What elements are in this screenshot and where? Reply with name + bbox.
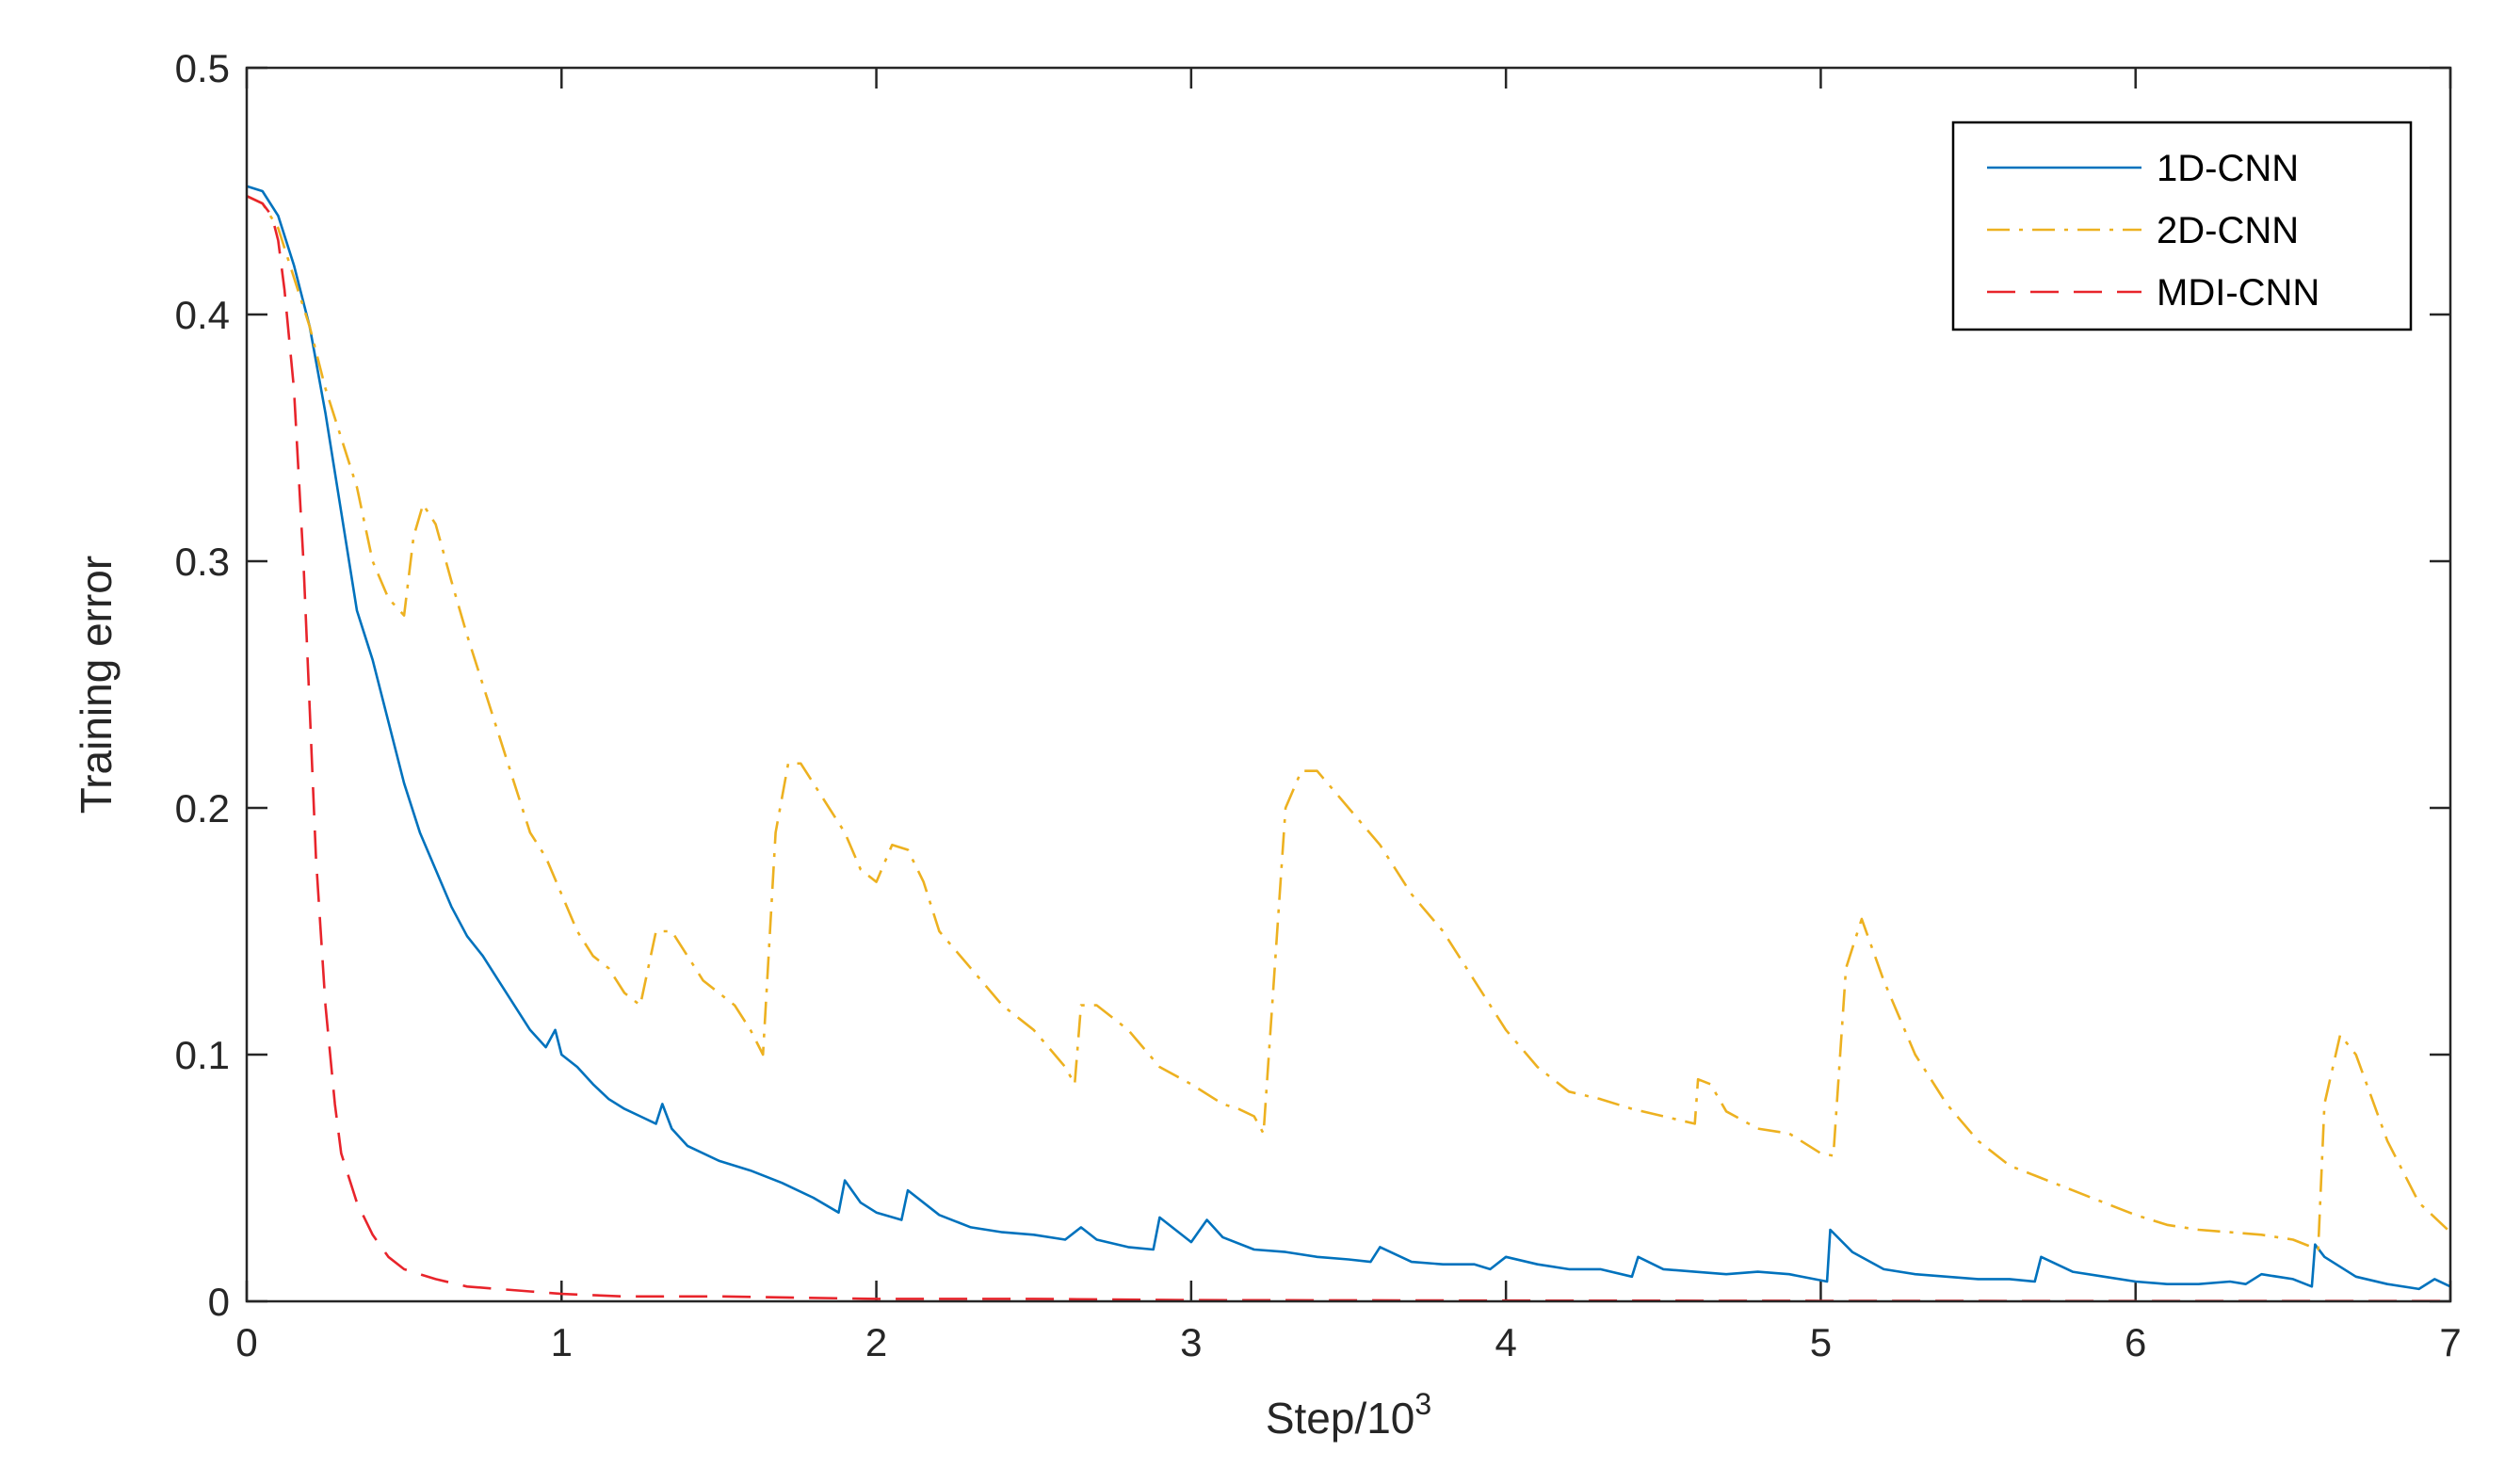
x-tick-label: 7 [2439, 1320, 2461, 1364]
x-axis-label: Step/103 [1266, 1387, 1431, 1443]
y-tick-label: 0.4 [175, 293, 230, 337]
legend-box [1951, 121, 2413, 331]
legend-label: 1D-CNN [2157, 148, 2299, 189]
x-tick-label: 0 [235, 1320, 257, 1364]
series-line-mdi-cnn [246, 195, 2450, 1302]
x-tick-label: 5 [1810, 1320, 1832, 1364]
x-tick-label: 4 [1495, 1320, 1516, 1364]
y-tick-label: 0.3 [175, 540, 230, 584]
y-axis-label: Training error [72, 556, 121, 814]
y-tick-label: 0.2 [175, 786, 230, 831]
plot-frame [245, 66, 2452, 1303]
y-tick-label: 0.1 [175, 1033, 230, 1077]
legend-label: 2D-CNN [2157, 210, 2299, 251]
series-line-2d-cnn [246, 195, 2451, 1251]
legend: 1D-CNN 2D-CNN MDI-CNN [1951, 121, 2413, 331]
x-tick-label: 2 [865, 1320, 887, 1364]
y-tick-label: 0 [208, 1280, 230, 1324]
x-axis: 0 1 2 3 4 5 6 7 [235, 68, 2462, 1364]
y-axis: 0 0.1 0.2 0.3 0.4 0.5 [175, 46, 2450, 1324]
x-tick-label: 1 [551, 1320, 573, 1364]
y-tick-label: 0.5 [175, 46, 230, 90]
series-line-1d-cnn [246, 185, 2451, 1291]
x-tick-label: 3 [1180, 1320, 1202, 1364]
series-layer [246, 185, 2451, 1302]
x-axis-label-base: Step/10 [1266, 1394, 1415, 1443]
x-axis-label-exponent: 3 [1414, 1387, 1431, 1421]
legend-label: MDI-CNN [2157, 272, 2319, 314]
x-tick-label: 6 [2125, 1320, 2146, 1364]
